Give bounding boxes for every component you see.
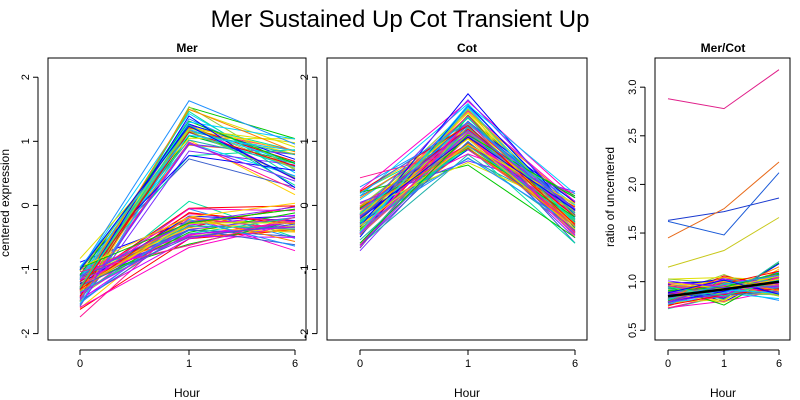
x-tick-label-cot: 1 xyxy=(465,358,471,370)
y-tick-label-ratio: 2.5 xyxy=(627,128,639,143)
series-line xyxy=(79,212,296,290)
panel-title-mer: Mer xyxy=(176,41,198,55)
y-tick-label-mer: -1 xyxy=(20,265,32,275)
y-tick-label-cot: 0 xyxy=(299,202,311,208)
series-line xyxy=(359,147,576,218)
panel-cot: Cot Hour 0 1 6 -2 -1 0 1 2 xyxy=(299,41,588,400)
series-line xyxy=(79,213,296,280)
series-line xyxy=(667,279,780,295)
x-tick-label-ratio: 0 xyxy=(665,358,671,370)
series-line xyxy=(359,129,576,211)
y-tick-label-cot: 2 xyxy=(299,74,311,80)
series-line xyxy=(359,99,576,215)
series-line-outlier xyxy=(667,217,780,268)
panel-title-cot: Cot xyxy=(457,41,477,55)
series-line xyxy=(359,120,576,219)
y-axis-label-ratio: ratio of uncentered xyxy=(603,147,617,247)
y-tick-label-ratio: 1.5 xyxy=(627,225,639,240)
series-line xyxy=(79,121,296,279)
series-line xyxy=(79,158,296,270)
series-line xyxy=(79,130,296,272)
x-axis-label-mer: Hour xyxy=(174,386,200,400)
y-tick-label-mer: -2 xyxy=(20,329,32,339)
series-line-outlier xyxy=(667,69,780,110)
x-tick-label-cot: 6 xyxy=(572,358,578,370)
series-line xyxy=(79,216,296,273)
series-line xyxy=(359,145,576,232)
series-line xyxy=(359,146,576,227)
y-tick-label-mer: 1 xyxy=(20,138,32,144)
series-line-outlier xyxy=(667,172,780,236)
y-tick-label-cot: -1 xyxy=(299,265,311,275)
series-line xyxy=(359,121,576,211)
series-line xyxy=(359,126,576,244)
x-tick-label-mer: 1 xyxy=(186,358,192,370)
series-line xyxy=(359,100,576,199)
series-line xyxy=(79,226,296,294)
x-tick-label-ratio: 1 xyxy=(721,358,727,370)
x-tick-label-mer: 0 xyxy=(77,358,83,370)
panel-title-ratio: Mer/Cot xyxy=(701,41,746,55)
series-line xyxy=(359,153,576,246)
series-line xyxy=(667,280,780,289)
series-line xyxy=(359,134,576,244)
y-axis-label-mer: centered expression xyxy=(0,149,12,257)
x-tick-label-mer: 6 xyxy=(292,358,298,370)
series-line-mean xyxy=(667,280,780,298)
series-line xyxy=(79,125,296,271)
series-line xyxy=(359,143,576,227)
series-group-mer xyxy=(79,100,296,318)
series-line xyxy=(79,208,296,288)
y-tick-label-ratio: 2.0 xyxy=(627,177,639,192)
series-line xyxy=(79,219,296,304)
series-line xyxy=(79,100,296,271)
y-tick-label-mer: 0 xyxy=(20,202,32,208)
y-tick-label-ratio: 3.0 xyxy=(627,80,639,95)
plot-frame-mer xyxy=(47,57,307,341)
series-line xyxy=(667,276,780,298)
y-tick-label-ratio: 0.5 xyxy=(627,323,639,338)
series-line xyxy=(79,124,296,289)
y-tick-label-ratio: 1.0 xyxy=(627,274,639,289)
x-tick-label-cot: 0 xyxy=(357,358,363,370)
series-line xyxy=(359,131,576,235)
series-group-cot xyxy=(359,93,576,252)
series-line xyxy=(79,137,296,259)
panel-ratio: Mer/Cot Hour ratio of uncentered 0 1 6 0.5 1… xyxy=(603,41,791,400)
x-tick-label-ratio: 6 xyxy=(776,358,782,370)
series-line xyxy=(359,136,576,219)
series-line xyxy=(667,288,780,306)
series-line xyxy=(359,140,576,246)
series-line-outlier xyxy=(667,197,780,221)
y-tick-label-cot: 1 xyxy=(299,138,311,144)
series-line xyxy=(667,261,780,300)
series-line xyxy=(79,143,296,301)
series-line xyxy=(79,206,296,277)
x-axis-label-ratio: Hour xyxy=(710,386,736,400)
series-line xyxy=(79,115,296,289)
series-line xyxy=(79,223,296,308)
series-line xyxy=(79,227,296,278)
series-line xyxy=(359,104,576,233)
series-line xyxy=(79,208,296,269)
series-group-ratio xyxy=(667,69,780,310)
series-line xyxy=(79,131,296,290)
plot-frame-cot xyxy=(326,57,588,341)
series-line xyxy=(79,202,296,269)
main-title: Mer Sustained Up Cot Transient Up xyxy=(211,6,590,33)
series-line-outlier xyxy=(667,161,780,239)
series-line xyxy=(79,223,296,287)
y-tick-label-mer: 2 xyxy=(20,74,32,80)
x-axis-label-cot: Hour xyxy=(454,386,480,400)
series-line xyxy=(79,108,296,288)
series-line xyxy=(79,225,296,276)
panel-mer: Mer Hour centered expression 0 1 6 -2 -1 0 1 2 xyxy=(0,41,307,400)
series-line xyxy=(79,134,296,268)
series-line xyxy=(359,117,576,223)
series-line xyxy=(667,280,780,297)
series-line xyxy=(79,127,296,297)
plot-frame-ratio xyxy=(654,57,791,341)
y-tick-label-cot: -2 xyxy=(299,329,311,339)
